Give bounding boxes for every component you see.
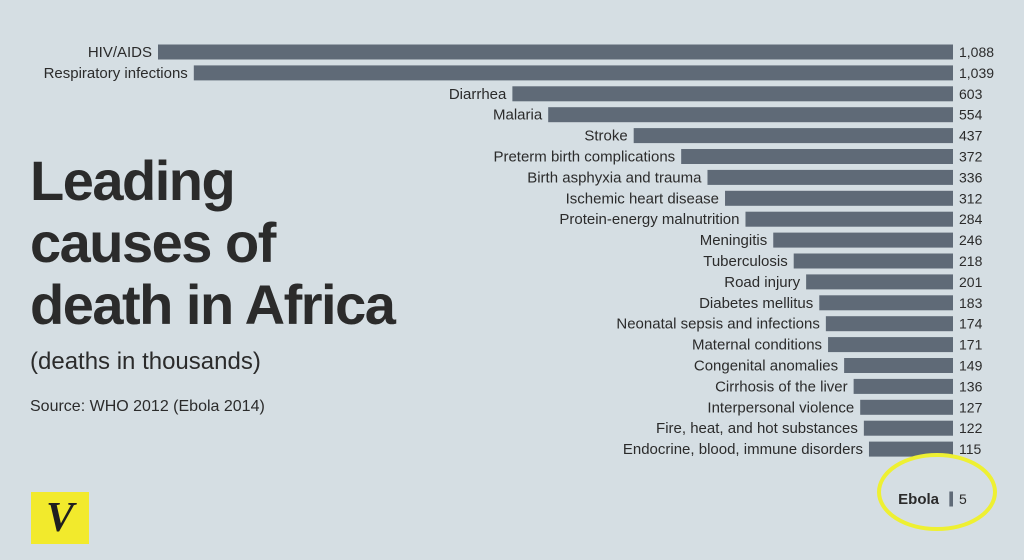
bar-4 <box>633 128 953 144</box>
value-label-5: 372 <box>959 149 983 165</box>
category-label-7: Ischemic heart disease <box>566 190 719 207</box>
category-label-2: Diarrhea <box>449 86 507 103</box>
category-label-17: Interpersonal violence <box>707 399 854 416</box>
category-label-5: Preterm birth complications <box>493 149 675 166</box>
bar-16 <box>853 378 953 394</box>
value-label-4: 437 <box>959 128 983 144</box>
category-label-14: Maternal conditions <box>692 337 822 354</box>
category-label-3: Malaria <box>493 107 543 124</box>
bar-14 <box>828 337 953 353</box>
value-label-2: 603 <box>959 86 983 102</box>
value-label-14: 171 <box>959 337 983 353</box>
category-label-10: Tuberculosis <box>703 253 787 270</box>
value-label-11: 201 <box>959 274 983 290</box>
value-label-15: 149 <box>959 358 983 374</box>
value-label-13: 174 <box>959 316 983 332</box>
bar-7 <box>725 190 953 206</box>
title-block: Leading causes of death in Africa (death… <box>30 150 470 416</box>
value-label-ebola: 5 <box>959 491 967 507</box>
chart-title-line-2: causes of <box>30 211 276 274</box>
chart-title-line-3: death in Africa <box>30 273 396 336</box>
value-label-10: 218 <box>959 253 983 269</box>
category-label-12: Diabetes mellitus <box>699 295 813 312</box>
source-note: Source: WHO 2012 (Ebola 2014) <box>30 398 265 415</box>
category-label-6: Birth asphyxia and trauma <box>527 169 702 186</box>
category-label-18: Fire, heat, and hot substances <box>656 420 858 437</box>
bar-18 <box>863 420 953 436</box>
bar-9 <box>773 232 953 248</box>
category-label-8: Protein-energy malnutrition <box>559 211 739 228</box>
vox-logo: V <box>31 492 89 544</box>
category-label-0: HIV/AIDS <box>88 44 152 61</box>
category-label-4: Stroke <box>584 128 627 145</box>
bar-12 <box>819 295 953 311</box>
bar-13 <box>825 316 953 332</box>
chart-title-line-1: Leading <box>30 149 236 212</box>
category-label-1: Respiratory infections <box>44 65 188 82</box>
chart-subtitle: (deaths in thousands) <box>30 348 261 375</box>
value-label-9: 246 <box>959 232 983 248</box>
bar-3 <box>548 107 953 123</box>
bar-10 <box>793 253 953 269</box>
bar-5 <box>681 149 953 164</box>
category-label-ebola: Ebola <box>898 491 939 508</box>
bar-2 <box>512 86 953 102</box>
value-label-1: 1,039 <box>959 65 994 81</box>
bar-15 <box>844 358 953 373</box>
value-label-8: 284 <box>959 211 983 227</box>
bar-0 <box>158 44 953 60</box>
bar-11 <box>806 274 953 290</box>
category-label-9: Meningitis <box>700 232 768 249</box>
value-label-6: 336 <box>959 169 983 185</box>
category-label-19: Endocrine, blood, immune disorders <box>623 441 863 458</box>
value-label-16: 136 <box>959 378 983 394</box>
value-label-18: 122 <box>959 420 983 436</box>
value-label-0: 1,088 <box>959 44 994 60</box>
value-label-7: 312 <box>959 190 983 206</box>
logo-letter: V <box>45 495 74 541</box>
category-label-16: Cirrhosis of the liver <box>715 378 848 395</box>
bar-ebola <box>949 491 953 507</box>
category-label-11: Road injury <box>724 274 800 291</box>
bar-19 <box>868 441 953 457</box>
bar-1 <box>193 65 954 81</box>
value-label-12: 183 <box>959 295 983 311</box>
highlight-circle <box>877 453 997 531</box>
value-label-3: 554 <box>959 107 983 123</box>
category-label-13: Neonatal sepsis and infections <box>616 316 819 333</box>
bar-6 <box>707 169 953 185</box>
value-label-19: 115 <box>959 441 982 457</box>
bar-8 <box>745 211 953 227</box>
category-label-15: Congenital anomalies <box>694 358 838 375</box>
bar-17 <box>860 399 953 415</box>
value-label-17: 127 <box>959 399 983 415</box>
